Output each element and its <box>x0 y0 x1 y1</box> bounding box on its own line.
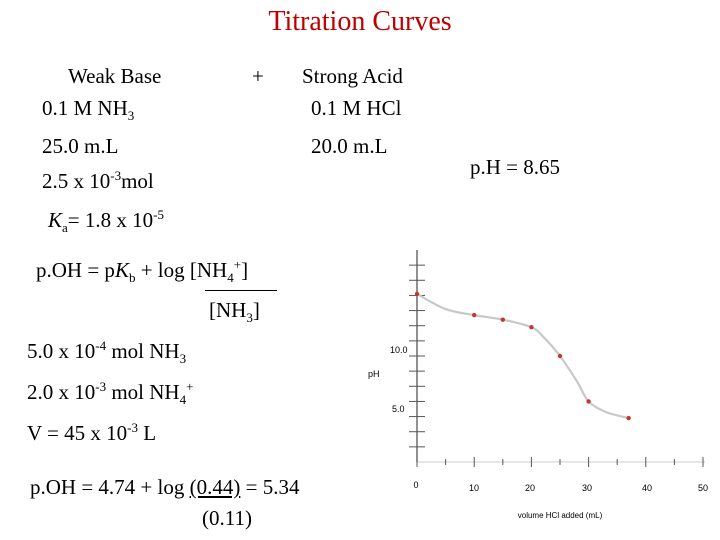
weak-base-conc-sub: 3 <box>127 108 135 124</box>
equation-lhs: p.OH = p <box>36 258 115 282</box>
weak-base-heading: Weak Base <box>68 64 162 88</box>
strong-acid-heading: Strong Acid <box>302 64 403 88</box>
equation-close: ] <box>241 258 249 282</box>
kb-subscript: b <box>128 270 136 286</box>
moles-nh3: 5.0 x 10-4 mol NH3 <box>27 338 186 367</box>
moles-nh4-main: 2.0 x 10 <box>27 380 96 404</box>
titration-chart: 10.0 5.0 pH 0 10 20 30 40 50 volume HCl … <box>368 250 708 520</box>
titration-curve-group <box>416 292 629 420</box>
weak-base-volume: 25.0 m.L <box>42 134 119 158</box>
total-volume-exp: -3 <box>127 420 138 435</box>
equation-fraction-line <box>205 290 277 291</box>
moles-nh3-main: 5.0 x 10 <box>27 339 96 363</box>
strong-acid-volume: 20.0 m.L <box>311 134 388 158</box>
moles-nh4: 2.0 x 10-3 mol NH4+ <box>27 379 193 408</box>
x-tick-label-50: 50 <box>698 483 708 493</box>
y-tick-label-5: 5.0 <box>392 404 405 414</box>
data-point <box>500 317 505 322</box>
ka-exponent: -5 <box>153 207 164 222</box>
weak-base-conc-main: 0.1 M NH <box>42 96 128 120</box>
poh-calc-denominator: (0.11) <box>202 506 252 530</box>
equation-mid: + log [NH <box>135 258 228 282</box>
x-tick-marks <box>416 457 704 467</box>
moles-nh4-exp: -3 <box>95 379 107 394</box>
x-tick-labels: 0 10 20 30 40 50 <box>413 480 708 493</box>
x-tick-label-30: 30 <box>582 483 592 493</box>
poh-calculation: p.OH = 4.74 + log (0.44) = 5.34 <box>30 475 299 500</box>
x-tick-label-0: 0 <box>413 480 418 490</box>
den-subscript: 3 <box>246 310 253 326</box>
weak-base-moles-exp: -3 <box>110 168 122 183</box>
data-points-group <box>414 291 631 421</box>
ka-symbol: K <box>48 208 63 232</box>
y-axis-label: pH <box>368 369 380 379</box>
poh-equation-denominator: [NH3] <box>209 298 260 326</box>
x-tick-label-40: 40 <box>642 483 652 493</box>
strong-acid-concentration: 0.1 M HCl <box>311 96 402 120</box>
poh-calc-prefix: p.OH = 4.74 + log <box>30 475 190 499</box>
data-point <box>557 353 563 359</box>
poh-calc-suffix: = 5.34 <box>240 475 300 499</box>
data-point <box>472 312 477 318</box>
x-tick-label-20: 20 <box>525 483 535 493</box>
nh4-subscript: 4 <box>227 270 234 286</box>
den-main: [NH <box>209 298 247 322</box>
data-point <box>529 325 534 330</box>
moles-nh3-sub: 3 <box>179 351 187 367</box>
plus-sign: + <box>252 64 264 88</box>
total-volume-unit: L <box>137 421 157 445</box>
ka-value: Ka= 1.8 x 10-5 <box>48 207 164 236</box>
data-point <box>414 291 420 297</box>
nh4-superscript: + <box>233 257 242 272</box>
weak-base-moles-main: 2.5 x 10 <box>42 169 111 193</box>
ph-result: p.H = 8.65 <box>470 155 561 179</box>
weak-base-moles: 2.5 x 10-3mol <box>42 168 154 194</box>
poh-equation-numerator: p.OH = pKb + log [NH4+] <box>36 257 248 286</box>
x-tick-label-10: 10 <box>469 483 479 493</box>
total-volume-main: V = 45 x 10 <box>27 421 128 445</box>
x-axis-label: volume HCl added (mL) <box>518 511 603 520</box>
ka-subscript: a <box>62 220 68 236</box>
moles-nh3-exp: -4 <box>95 338 107 353</box>
poh-calc-numerator: (0.44) <box>189 475 241 499</box>
page-title: Titration Curves <box>268 6 452 37</box>
y-tick-label-10: 10.0 <box>390 345 408 355</box>
moles-nh4-sup: + <box>186 379 194 394</box>
weak-base-concentration: 0.1 M NH3 <box>42 96 134 124</box>
moles-nh4-unit: mol NH <box>106 380 180 404</box>
data-point <box>626 415 631 421</box>
ka-equals: = 1.8 x 10 <box>67 208 154 232</box>
moles-nh4-sub: 4 <box>179 392 187 408</box>
kb-symbol: K <box>114 258 129 282</box>
data-point <box>586 399 591 404</box>
den-close: ] <box>252 298 260 322</box>
weak-base-moles-unit: mol <box>121 169 154 193</box>
total-volume: V = 45 x 10-3 L <box>27 420 156 446</box>
titration-curve <box>416 292 629 420</box>
moles-nh3-unit: mol NH <box>106 339 180 363</box>
